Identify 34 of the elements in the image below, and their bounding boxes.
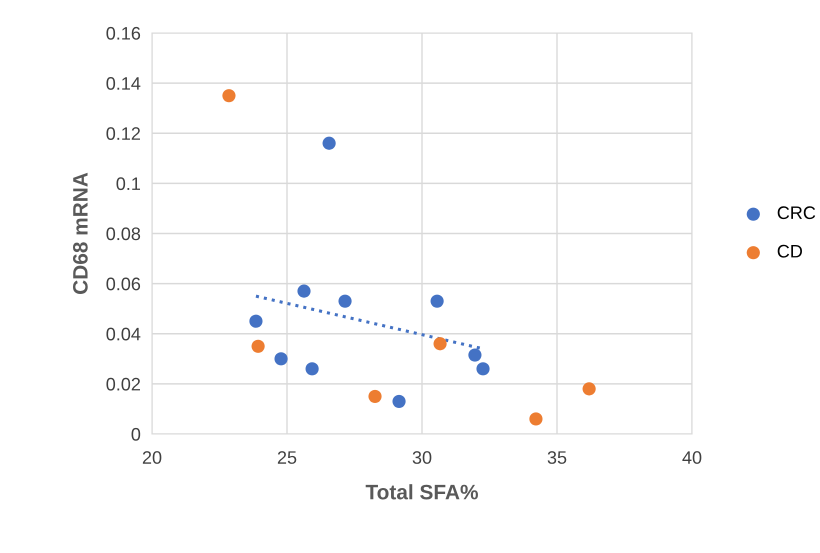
- x-tick-label: 30: [412, 451, 432, 464]
- x-axis-title: Total SFA%: [366, 484, 478, 500]
- point: [392, 394, 406, 408]
- x-tick-label: 20: [142, 451, 162, 464]
- point: [430, 294, 444, 308]
- point: [252, 340, 265, 353]
- y-tick-label: 0.08: [106, 227, 140, 240]
- point: [582, 382, 596, 396]
- y-tick-label: 0.04: [106, 328, 140, 340]
- x-tick-label: 25: [278, 451, 296, 464]
- point: [529, 412, 543, 426]
- y-tick-label: 0.16: [106, 26, 140, 40]
- legend-label: CRC: [778, 206, 816, 220]
- point: [476, 362, 490, 376]
- point: [434, 337, 447, 350]
- point: [368, 390, 382, 403]
- y-tick-label: 0.12: [106, 127, 140, 140]
- y-tick-label: 0.02: [106, 378, 140, 391]
- point: [338, 294, 352, 308]
- point: [468, 348, 482, 362]
- point: [274, 352, 288, 366]
- y-tick-label: 0.14: [106, 77, 140, 90]
- x-tick-label: 40: [682, 451, 702, 464]
- x-tick-label: 35: [548, 451, 566, 464]
- legend-label: CD: [778, 244, 802, 258]
- y-tick-label: 0.06: [106, 278, 140, 290]
- y-axis-title: CD68 mRNA: [72, 172, 88, 294]
- point: [222, 89, 236, 102]
- point: [297, 284, 311, 298]
- point: [322, 136, 336, 150]
- point: [306, 362, 319, 376]
- point: [249, 314, 263, 328]
- y-tick-label: 0.1: [116, 177, 140, 190]
- y-tick-label: 0: [132, 428, 140, 441]
